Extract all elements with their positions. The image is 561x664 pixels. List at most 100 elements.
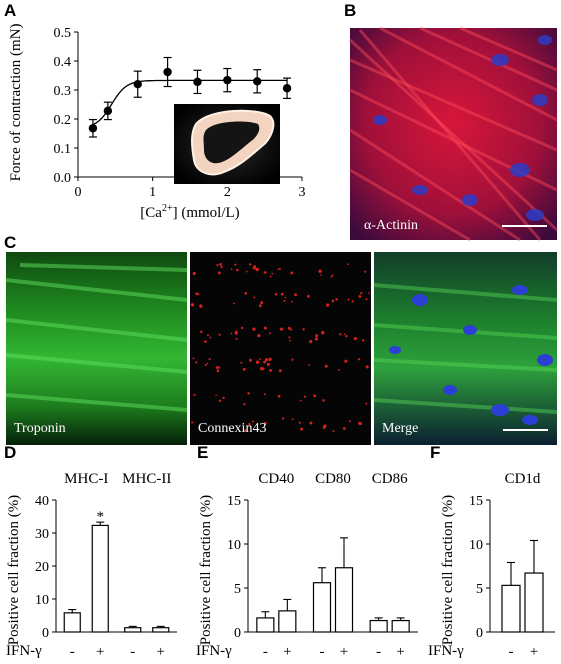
- significance-marker: *: [97, 509, 105, 525]
- stain-label-troponin: Troponin: [14, 421, 66, 436]
- connexin-dot: [235, 330, 238, 333]
- treatment-sign: +: [96, 644, 104, 660]
- connexin-dot: [209, 336, 212, 339]
- connexin-dot: [360, 291, 363, 295]
- connexin-dot: [204, 363, 207, 367]
- connexin-dot: [291, 418, 294, 421]
- y-tick-label: 0.2: [54, 113, 72, 128]
- chart-a: 0.0 0.1 0.2 0.3 0.4 0.5 0 1 2 3 Force of contracti…: [8, 24, 306, 221]
- connexin-dot: [299, 399, 302, 402]
- group-label: CD86: [372, 471, 408, 487]
- panel-label-a: A: [4, 1, 16, 20]
- connexin-dot: [331, 274, 334, 277]
- panel-label-d: D: [4, 443, 16, 462]
- connexin-dot: [192, 357, 195, 360]
- connexin-dot: [261, 368, 264, 371]
- connexin-dot: [242, 367, 246, 371]
- connexin-dot: [199, 304, 203, 308]
- connexin-dot: [244, 292, 248, 295]
- connexin-dot: [206, 334, 210, 337]
- connexin-dot: [215, 394, 217, 397]
- connexin-dot: [220, 265, 223, 269]
- connexin-dot: [349, 420, 352, 423]
- connexin-dot: [244, 429, 248, 432]
- y-tick-label: 10: [227, 538, 241, 553]
- connexin-dot: [219, 262, 222, 266]
- connexin-dot: [315, 334, 319, 338]
- connexin-dot: [215, 366, 219, 369]
- connexin-dot: [308, 364, 310, 366]
- connexin-dot: [326, 303, 330, 307]
- group-label: CD40: [258, 471, 294, 487]
- connexin-dot: [257, 333, 261, 338]
- data-point: [103, 106, 113, 116]
- connexin-dot: [260, 301, 264, 305]
- connexin-dot: [302, 328, 305, 331]
- tissue-ring-photo: [174, 104, 280, 184]
- bar: [334, 567, 354, 633]
- connexin-dot: [309, 339, 313, 344]
- connexin-dot: [313, 394, 317, 398]
- connexin-dot: [192, 271, 196, 276]
- y-tick-label: 0.4: [54, 55, 72, 70]
- connexin-dot: [362, 339, 365, 342]
- y-tick-label: 0: [234, 626, 241, 641]
- x-tick-label: 3: [299, 185, 306, 200]
- panel-label-f: F: [430, 443, 440, 462]
- connexin-dot: [330, 276, 333, 278]
- treatment-label: IFN-γ: [428, 643, 464, 659]
- treatment-sign: -: [70, 644, 75, 660]
- data-point: [88, 124, 98, 133]
- connexin-dot: [269, 332, 271, 335]
- connexin-dot: [253, 296, 256, 299]
- y-tick-label: 20: [35, 560, 49, 575]
- connexin-dot: [280, 292, 284, 296]
- connexin-dot: [190, 303, 195, 307]
- connexin-dot: [193, 393, 196, 396]
- connexin-dot: [342, 427, 346, 430]
- y-tick-label: 10: [35, 593, 49, 608]
- connexin-dot: [291, 358, 294, 361]
- y-tick-label: 10: [469, 538, 483, 553]
- connexin-dot: [271, 272, 274, 275]
- y-tick-label: 40: [35, 494, 49, 509]
- connexin-dot: [216, 369, 220, 372]
- connexin-dot: [320, 274, 322, 276]
- connexin-dot: [344, 333, 346, 336]
- connexin-dot: [347, 298, 350, 301]
- connexin-dot: [230, 268, 233, 271]
- x-tick-label: 1: [149, 185, 156, 200]
- stain-label-merge: Merge: [382, 421, 418, 436]
- connexin-dot: [331, 299, 335, 303]
- connexin-dot: [283, 300, 286, 302]
- connexin-dot: [252, 266, 256, 270]
- x-tick-label: 0: [75, 185, 82, 200]
- connexin-dot: [206, 362, 209, 365]
- panel-label-e: E: [197, 443, 208, 462]
- treatment-sign: +: [340, 644, 348, 660]
- connexin-dot: [263, 326, 267, 330]
- connexin-dot: [365, 402, 368, 405]
- connexin-dot: [287, 326, 291, 330]
- connexin-dot: [290, 271, 294, 275]
- connexin-dot: [284, 296, 287, 299]
- connexin-dot: [315, 337, 317, 340]
- connexin-dot: [208, 358, 211, 361]
- connexin-dot: [277, 394, 281, 398]
- bar: [91, 524, 109, 633]
- micrograph-merge: Merge: [373, 252, 558, 445]
- connexin-dot: [255, 360, 260, 364]
- connexin-dot: [264, 358, 269, 362]
- bar: [152, 627, 170, 633]
- y-axis-label: Force of contraction (mN): [8, 24, 24, 182]
- connexin-dot: [365, 298, 368, 301]
- connexin-dot: [358, 294, 362, 298]
- bar: [256, 617, 275, 633]
- connexin-dot: [339, 333, 342, 336]
- treatment-sign: +: [530, 644, 538, 660]
- connexin-dot: [236, 268, 239, 272]
- data-point: [223, 75, 232, 85]
- treatment-sign: +: [396, 644, 404, 660]
- connexin-dot: [321, 331, 325, 335]
- treatment-sign: -: [263, 644, 268, 660]
